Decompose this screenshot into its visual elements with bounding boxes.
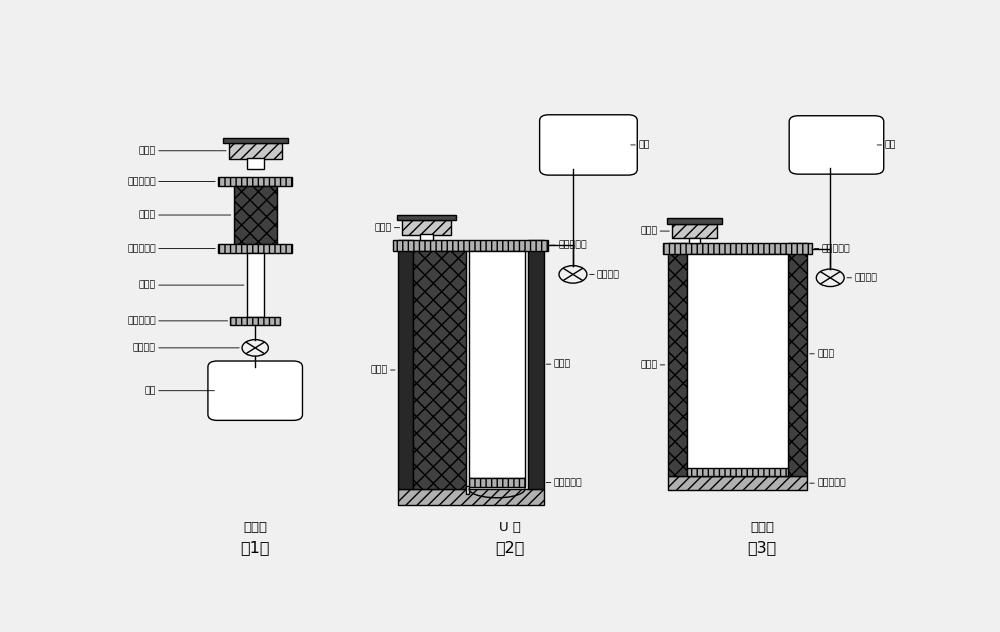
Text: 气库: 气库: [638, 140, 650, 149]
Text: 脉冲管: 脉冲管: [554, 360, 571, 368]
Text: 调相机构: 调相机构: [133, 343, 156, 353]
Bar: [218, 244, 292, 253]
FancyBboxPatch shape: [789, 116, 884, 174]
Bar: [218, 176, 292, 186]
Text: U 型: U 型: [499, 521, 521, 534]
Text: 热碳换热器: 热碳换热器: [127, 177, 156, 186]
Bar: [402, 221, 450, 235]
Text: 调相机构: 调相机构: [854, 273, 877, 283]
Bar: [689, 238, 700, 243]
Bar: [663, 243, 812, 254]
Text: 压缩机: 压缩机: [374, 223, 392, 232]
Bar: [668, 243, 687, 476]
Bar: [393, 240, 548, 250]
Text: （3）: （3）: [747, 540, 777, 556]
Text: 冷端换热器: 冷端换热器: [554, 478, 582, 487]
Bar: [223, 138, 288, 143]
FancyBboxPatch shape: [540, 115, 637, 175]
Text: 冷端换热器: 冷端换热器: [127, 244, 156, 253]
Text: 脉冲管: 脉冲管: [139, 281, 156, 289]
Bar: [230, 317, 280, 325]
Bar: [229, 143, 282, 159]
Bar: [687, 468, 788, 476]
Text: 蓄冷器: 蓄冷器: [640, 360, 657, 370]
Bar: [466, 485, 469, 494]
Bar: [398, 240, 413, 489]
Bar: [667, 219, 722, 224]
Text: 蓄冷器: 蓄冷器: [370, 365, 388, 375]
Text: 热端换热器: 热端换热器: [822, 244, 850, 253]
Bar: [687, 254, 788, 476]
Text: （2）: （2）: [495, 540, 525, 556]
Text: 气库: 气库: [145, 386, 156, 395]
Bar: [788, 243, 807, 476]
Bar: [672, 224, 717, 238]
Text: （1）: （1）: [240, 540, 270, 556]
Bar: [469, 250, 525, 478]
Bar: [398, 489, 544, 505]
Text: 热端换热器: 热端换热器: [558, 241, 587, 250]
Bar: [247, 157, 264, 169]
Text: 直线型: 直线型: [243, 521, 267, 534]
Text: 冷端换热器: 冷端换热器: [817, 478, 846, 488]
Bar: [413, 250, 466, 489]
Text: 压缩机: 压缩机: [139, 146, 156, 155]
FancyBboxPatch shape: [208, 361, 302, 420]
Bar: [397, 215, 456, 221]
Text: 气库: 气库: [885, 140, 896, 149]
Bar: [234, 186, 277, 244]
Text: 热端换热器: 热端换热器: [127, 317, 156, 325]
Text: 脉冲管: 脉冲管: [817, 349, 834, 358]
Bar: [247, 253, 264, 317]
Text: 同轴型: 同轴型: [750, 521, 774, 534]
Text: 调相机构: 调相机构: [597, 270, 620, 279]
Text: 蓄冷器: 蓄冷器: [139, 210, 156, 219]
Bar: [420, 234, 433, 240]
Bar: [469, 478, 525, 487]
Bar: [668, 476, 807, 490]
Bar: [528, 240, 544, 489]
Text: 压缩机: 压缩机: [640, 227, 657, 236]
